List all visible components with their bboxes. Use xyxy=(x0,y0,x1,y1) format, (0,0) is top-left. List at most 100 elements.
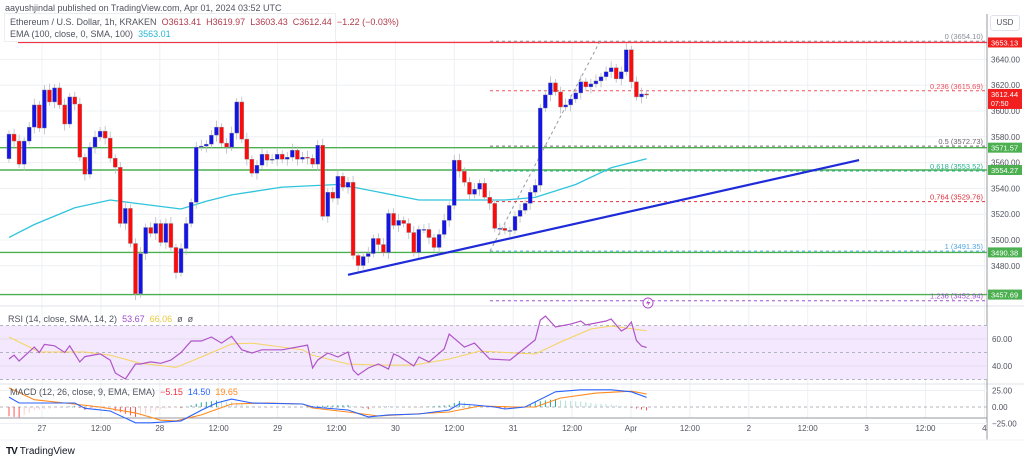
candle-bearish xyxy=(411,232,416,253)
candle-bearish xyxy=(224,142,229,148)
candle-bullish xyxy=(548,82,553,96)
time-axis-label: 12:00 xyxy=(326,424,347,433)
candle-bullish xyxy=(153,223,158,234)
ohlc-change: −1.22 (−0.03%) xyxy=(336,17,399,27)
tradingview-logo-mark: TV xyxy=(6,446,18,457)
bar-countdown: 07:50 xyxy=(991,101,1009,108)
candle-bullish xyxy=(543,94,548,109)
price-axis-label: 3540.00 xyxy=(991,184,1020,193)
ema-100-line xyxy=(8,158,647,238)
candle-bullish xyxy=(335,176,341,199)
candle-bearish xyxy=(47,89,52,103)
candle-bearish xyxy=(305,156,310,159)
ohlc-open: O3613.41 xyxy=(161,17,202,27)
candle-bearish xyxy=(381,244,386,253)
last-price-label: 3612.44 xyxy=(991,90,1018,99)
candle-bullish xyxy=(138,253,143,294)
ema-legend-label[interactable]: EMA (100, close, 0, SMA, 100) xyxy=(10,29,134,39)
candle-bullish xyxy=(6,133,12,159)
ohlc-close: C3612.44 xyxy=(292,17,332,27)
candle-bearish xyxy=(492,203,497,229)
candle-bullish xyxy=(527,192,533,204)
ohlc-low: L3603.43 xyxy=(250,17,288,27)
time-axis-label: 12:00 xyxy=(915,424,936,433)
candle-bullish xyxy=(447,205,452,221)
candle-bullish xyxy=(229,132,234,148)
macd-signal-line xyxy=(8,387,647,422)
candle-bearish xyxy=(72,96,77,105)
rsi-line xyxy=(8,315,647,380)
price-tag: 3457.69 xyxy=(991,291,1018,300)
price-tag-bg xyxy=(988,289,1022,300)
candle-bullish xyxy=(639,93,644,98)
rsi-legend-label[interactable]: RSI (14, close, SMA, 14, 2) xyxy=(8,314,118,324)
candle-bullish xyxy=(421,229,427,231)
candle-bearish xyxy=(244,138,250,160)
symbol-legend: Ethereum / U.S. Dollar, 1h, KRAKEN O3613… xyxy=(4,13,399,42)
rsi-sma-line xyxy=(8,325,647,368)
candle-bullish xyxy=(259,154,265,166)
candle-bullish xyxy=(512,216,518,231)
time-axis-label: 31 xyxy=(509,424,518,433)
candle-bullish xyxy=(396,220,401,226)
currency-button[interactable]: USD xyxy=(990,15,1020,31)
rsi-extra-2: ø xyxy=(187,314,194,324)
time-axis-label: 12:00 xyxy=(444,424,465,433)
candle-bearish xyxy=(219,126,224,144)
candle-bearish xyxy=(487,197,492,204)
candle-bullish xyxy=(416,229,422,253)
candle-bearish xyxy=(457,159,462,172)
price-tag-bg xyxy=(988,247,1022,258)
price-axis-label: 3580.00 xyxy=(991,133,1020,142)
candle-bearish xyxy=(82,156,88,175)
rsi-legend: RSI (14, close, SMA, 14, 2) 53.67 66.06 … xyxy=(8,314,193,324)
candle-bearish xyxy=(310,158,315,165)
candle-bullish xyxy=(538,107,543,186)
macd-axis-label: 0.00 xyxy=(992,403,1008,412)
price-axis-label: 3500.00 xyxy=(991,236,1020,245)
candle-bullish xyxy=(274,154,280,160)
time-axis-label: 27 xyxy=(38,424,47,433)
last-price-tag-bg xyxy=(988,88,1022,109)
time-axis-label: 30 xyxy=(391,424,400,433)
symbol-title[interactable]: Ethereum / U.S. Dollar, 1h, KRAKEN xyxy=(10,17,157,27)
candle-bearish xyxy=(426,229,432,238)
candle-bullish xyxy=(533,185,538,193)
candle-bearish xyxy=(320,144,325,217)
price-tag: 3490.38 xyxy=(991,248,1018,257)
candle-bullish xyxy=(325,192,330,217)
candle-bearish xyxy=(644,93,649,96)
candle-bullish xyxy=(32,104,37,128)
candle-bearish xyxy=(57,87,62,106)
fib-level-label: 0.764 (3529.76) xyxy=(930,193,983,202)
candle-bullish xyxy=(209,134,214,145)
tradingview-logo[interactable]: TV TradingView xyxy=(6,446,75,457)
candle-bearish xyxy=(391,213,396,226)
candle-bullish xyxy=(517,210,523,217)
publisher-info: aayushjindal published on TradingView.co… xyxy=(5,3,282,13)
candle-bullish xyxy=(199,145,204,148)
candle-bullish xyxy=(588,83,594,88)
candle-bullish xyxy=(598,76,604,82)
candle-bullish xyxy=(21,140,27,165)
tradingview-logo-text: TradingView xyxy=(19,446,75,457)
candle-bullish xyxy=(386,213,391,253)
rsi-axis-label: 40.00 xyxy=(992,362,1013,371)
macd-legend-label[interactable]: MACD (12, 26, close, 9, EMA, EMA) xyxy=(10,387,156,397)
candle-bullish xyxy=(183,223,189,249)
candle-bullish xyxy=(522,203,528,211)
fib-level-label: 1 (3491.35) xyxy=(945,242,984,251)
ohlc-high: H3619.97 xyxy=(206,17,246,27)
candle-bearish xyxy=(107,137,113,159)
price-axis-label: 3480.00 xyxy=(991,262,1020,271)
candle-bearish xyxy=(467,182,472,195)
macd-legend: MACD (12, 26, close, 9, EMA, EMA) −5.15 … xyxy=(10,387,238,397)
candle-bearish xyxy=(173,247,179,273)
price-tag: 3653.13 xyxy=(991,38,1018,47)
ema-legend-value: 3563.01 xyxy=(138,29,171,39)
candle-bearish xyxy=(133,243,138,294)
macd-axis-label: −25.00 xyxy=(992,420,1017,429)
macd-hist-value: −5.15 xyxy=(160,387,183,397)
rsi-extra-1: ø xyxy=(177,314,183,324)
